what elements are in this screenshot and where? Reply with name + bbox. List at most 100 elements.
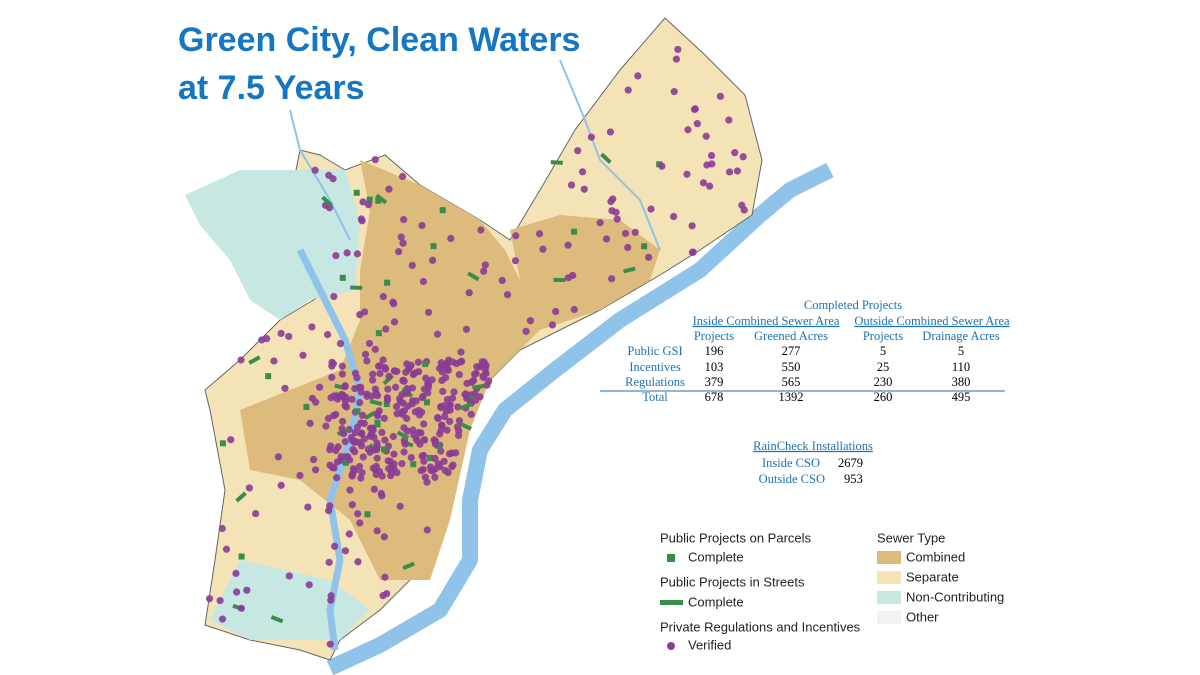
private-project bbox=[448, 463, 456, 471]
private-project bbox=[285, 332, 293, 341]
private-project bbox=[378, 492, 386, 500]
private-project bbox=[467, 378, 476, 386]
cell: 277 bbox=[782, 344, 801, 358]
combined-area bbox=[510, 215, 660, 330]
legend-swatch bbox=[877, 591, 901, 604]
private-project bbox=[348, 395, 356, 403]
private-project bbox=[703, 161, 711, 169]
creek bbox=[289, 109, 351, 241]
street-project bbox=[270, 615, 284, 624]
title-line: Green City, Clean Waters bbox=[178, 21, 580, 59]
column-header: Projects bbox=[694, 329, 734, 343]
private-project bbox=[658, 162, 666, 170]
private-project bbox=[330, 392, 338, 400]
cell: 260 bbox=[874, 390, 893, 404]
private-project bbox=[381, 573, 389, 581]
parcel-project bbox=[366, 196, 373, 203]
parcel-project bbox=[265, 373, 272, 380]
private-project bbox=[328, 358, 336, 366]
private-project bbox=[407, 453, 415, 462]
map bbox=[185, 17, 834, 675]
private-project bbox=[693, 120, 701, 128]
private-project bbox=[631, 228, 639, 236]
private-project bbox=[672, 55, 681, 63]
private-project bbox=[390, 300, 398, 308]
cell: 110 bbox=[952, 360, 970, 374]
private-project bbox=[702, 132, 710, 140]
private-project bbox=[358, 468, 366, 477]
private-project bbox=[373, 391, 382, 400]
private-project bbox=[449, 358, 457, 366]
street-project bbox=[600, 152, 612, 164]
private-project bbox=[596, 219, 604, 227]
private-project bbox=[330, 412, 338, 420]
private-project bbox=[423, 526, 431, 534]
private-project bbox=[440, 457, 448, 465]
private-project bbox=[526, 317, 535, 325]
legend-swatch bbox=[667, 642, 675, 650]
private-project bbox=[476, 363, 484, 371]
private-project bbox=[309, 455, 318, 464]
legend-item: Separate bbox=[906, 569, 959, 584]
private-project bbox=[684, 126, 692, 134]
private-project bbox=[336, 339, 345, 348]
private-project bbox=[359, 411, 367, 420]
cell: 380 bbox=[952, 375, 971, 389]
private-project bbox=[570, 305, 578, 314]
private-project bbox=[361, 350, 370, 358]
legend-swatch bbox=[667, 554, 675, 562]
private-project bbox=[299, 351, 307, 359]
private-project bbox=[431, 454, 439, 463]
parcel-project bbox=[383, 401, 390, 408]
private-project bbox=[455, 417, 464, 425]
cell: 565 bbox=[782, 375, 801, 389]
delaware-river bbox=[326, 162, 834, 675]
private-project bbox=[304, 503, 312, 511]
completed-table: Completed Projects Inside Combined Sewer… bbox=[600, 298, 1010, 404]
private-project bbox=[480, 267, 488, 275]
project-dots bbox=[205, 45, 748, 648]
private-project bbox=[403, 427, 411, 435]
private-project bbox=[325, 507, 333, 515]
private-project bbox=[446, 401, 454, 409]
private-project bbox=[456, 358, 465, 366]
private-project bbox=[408, 261, 416, 270]
legend-swatch bbox=[877, 611, 901, 624]
private-project bbox=[324, 414, 333, 423]
private-project bbox=[567, 181, 576, 189]
parcel-project bbox=[354, 408, 361, 415]
private-project bbox=[498, 276, 506, 285]
private-project bbox=[373, 439, 381, 447]
private-project bbox=[443, 360, 451, 369]
street-project bbox=[350, 285, 363, 290]
private-project bbox=[437, 403, 445, 412]
private-project bbox=[330, 292, 338, 301]
private-project bbox=[326, 446, 334, 454]
private-project bbox=[564, 241, 572, 249]
cell: 5 bbox=[880, 344, 886, 358]
private-project bbox=[343, 249, 351, 257]
private-project bbox=[612, 208, 620, 216]
private-project bbox=[383, 396, 392, 404]
private-project bbox=[354, 558, 362, 566]
private-project bbox=[328, 373, 336, 381]
street-project bbox=[375, 193, 388, 205]
private-project bbox=[467, 410, 475, 418]
private-project bbox=[645, 253, 653, 261]
private-project bbox=[311, 466, 320, 474]
private-project bbox=[341, 438, 349, 446]
private-project bbox=[347, 433, 356, 442]
private-project bbox=[371, 156, 379, 164]
private-project bbox=[688, 248, 697, 256]
private-project bbox=[462, 325, 471, 333]
private-project bbox=[364, 201, 373, 209]
parcel-project bbox=[427, 454, 434, 461]
private-project bbox=[634, 72, 642, 80]
legend-title: Public Projects on Parcels bbox=[660, 530, 812, 545]
street-project bbox=[472, 383, 485, 390]
private-project bbox=[232, 569, 240, 577]
private-project bbox=[699, 179, 708, 187]
private-project bbox=[428, 376, 436, 384]
private-project bbox=[421, 473, 429, 481]
